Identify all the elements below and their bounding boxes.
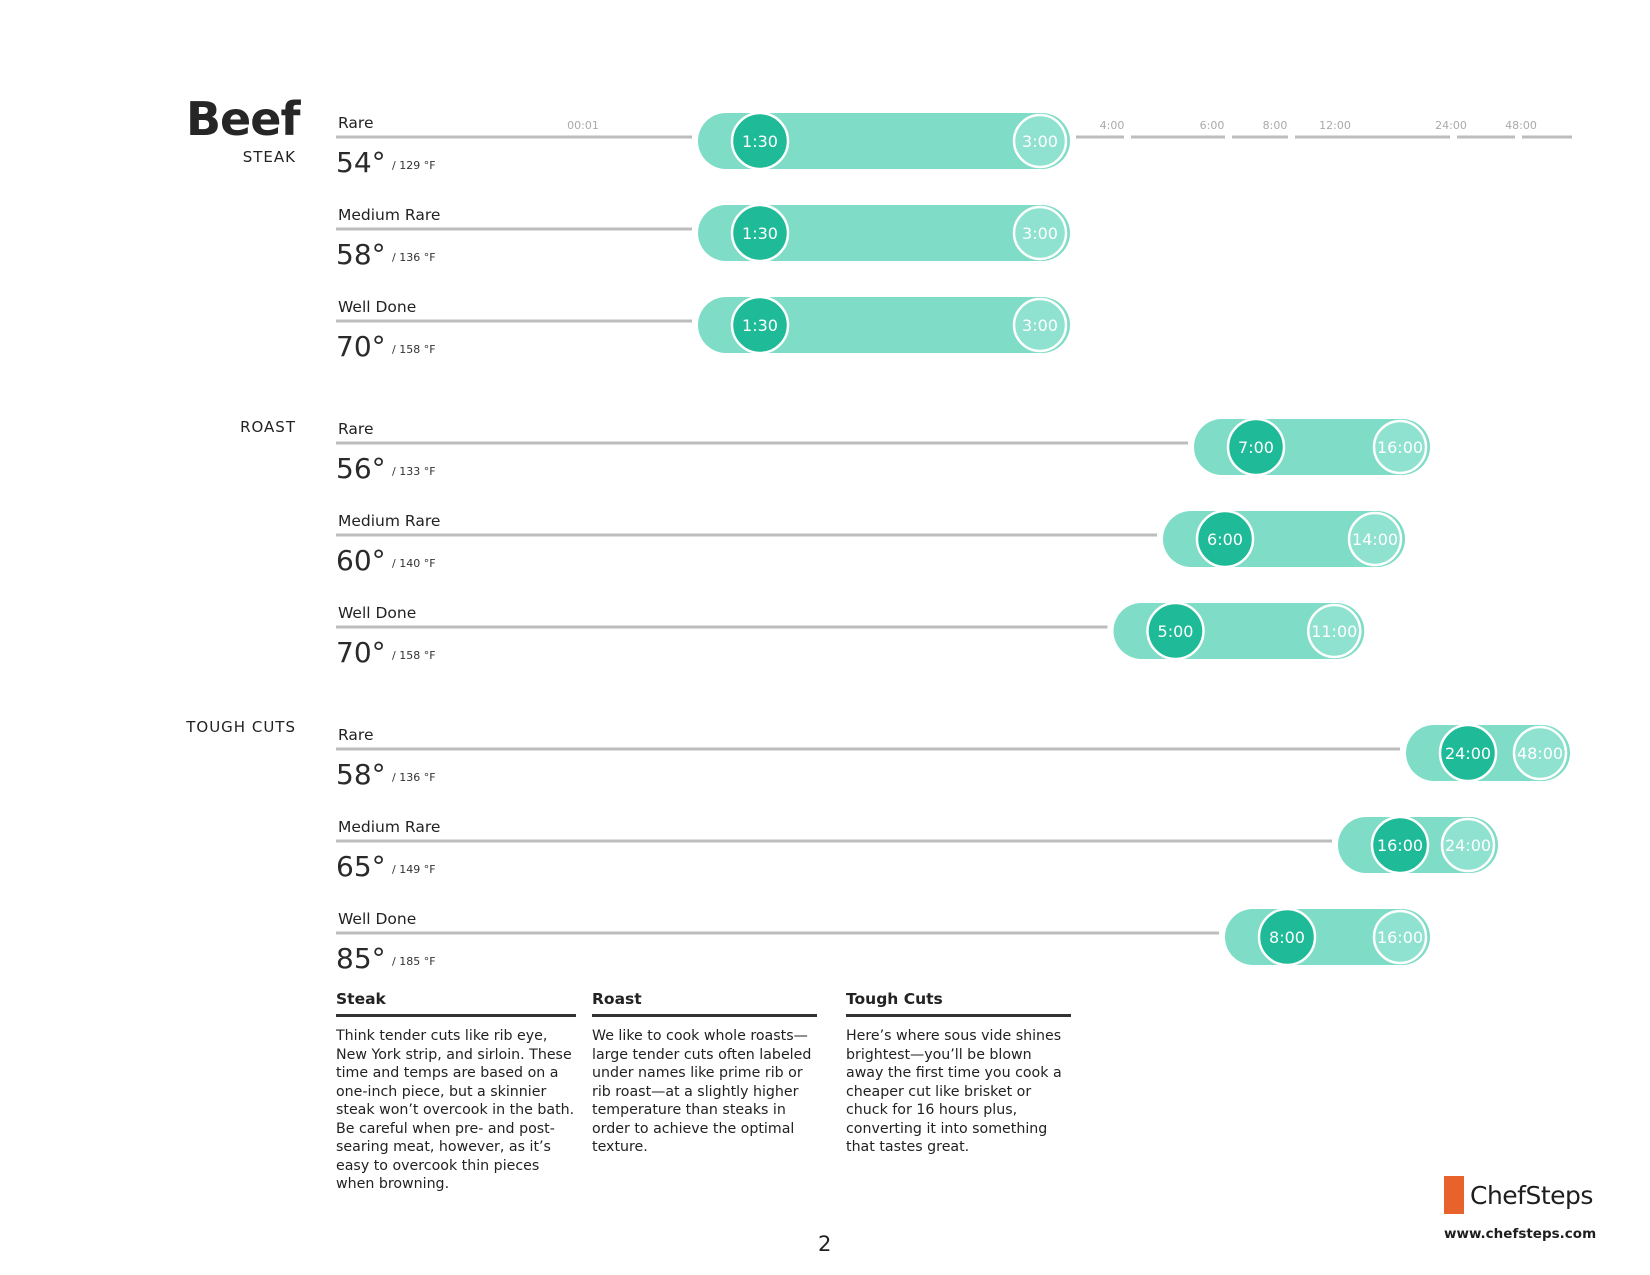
cooking-timeline-chart: Rare00:0100:304:006:008:0012:0024:0048:0…: [336, 111, 1572, 975]
min-time-label-steak-rare: 1:30: [742, 132, 778, 151]
time-range-bar-steak-medium-rare: [698, 205, 1070, 261]
doneness-label-steak-medium-rare: Medium Rare: [338, 206, 440, 224]
temp-celsius-tough-cuts-well-done: 85°: [336, 942, 386, 975]
temp-fahrenheit-roast-rare: / 133 °F: [392, 465, 436, 478]
chefsteps-logo: ChefSteps: [1444, 1176, 1593, 1214]
axis-tick-label: 6:00: [1200, 119, 1225, 132]
min-time-label-roast-rare: 7:00: [1238, 438, 1274, 457]
min-time-circle-roast-rare: [1226, 417, 1286, 477]
notes-steak-body: Think tender cuts like rib eye, New York…: [336, 1028, 575, 1192]
min-time-circle-tough-cuts-well-done: [1257, 907, 1317, 967]
max-time-label-steak-rare: 3:00: [1022, 132, 1058, 151]
max-time-circle-roast-well-done: [1307, 603, 1362, 659]
max-time-circle-roast-rare: [1372, 419, 1428, 475]
logo-mark-icon: [1444, 1176, 1464, 1214]
min-time-circle-roast-well-done: [1146, 601, 1205, 661]
notes-roast: Roast We like to cook whole roasts—large…: [592, 990, 817, 1157]
notes-roast-heading: Roast: [592, 990, 817, 1017]
notes-steak: Steak Think tender cuts like rib eye, Ne…: [336, 990, 576, 1194]
page-title: Beef: [186, 92, 300, 146]
min-time-label-roast-medium-rare: 6:00: [1207, 530, 1243, 549]
section-label-roast: ROAST: [240, 418, 296, 436]
max-time-label-steak-well-done: 3:00: [1022, 316, 1058, 335]
time-range-bar-steak-well-done: [698, 297, 1070, 353]
temp-celsius-tough-cuts-rare: 58°: [336, 758, 386, 791]
axis-tick-label: 12:00: [1319, 119, 1351, 132]
temp-celsius-steak-well-done: 70°: [336, 330, 386, 363]
logo-wordmark: ChefSteps: [1470, 1180, 1593, 1210]
max-time-label-tough-cuts-well-done: 16:00: [1377, 928, 1423, 947]
temp-fahrenheit-steak-rare: / 129 °F: [392, 159, 436, 172]
doneness-label-tough-cuts-medium-rare: Medium Rare: [338, 818, 440, 836]
doneness-label-roast-well-done: Well Done: [338, 604, 416, 622]
doneness-label-steak-rare: Rare: [338, 114, 374, 132]
min-time-label-tough-cuts-well-done: 8:00: [1269, 928, 1305, 947]
doneness-label-steak-well-done: Well Done: [338, 298, 416, 316]
axis-tick-label: 48:00: [1505, 119, 1537, 132]
temp-fahrenheit-tough-cuts-medium-rare: / 149 °F: [392, 863, 436, 876]
max-time-label-tough-cuts-rare: 48:00: [1517, 744, 1563, 763]
doneness-label-tough-cuts-rare: Rare: [338, 726, 374, 744]
max-time-label-tough-cuts-medium-rare: 24:00: [1445, 836, 1491, 855]
axis-tick-label: 4:00: [1100, 119, 1125, 132]
temp-celsius-tough-cuts-medium-rare: 65°: [336, 850, 386, 883]
max-time-label-roast-rare: 16:00: [1377, 438, 1423, 457]
max-time-circle-steak-medium-rare: [1012, 205, 1068, 261]
axis-tick-label: 8:00: [1263, 119, 1288, 132]
min-time-label-steak-well-done: 1:30: [742, 316, 778, 335]
doneness-label-roast-rare: Rare: [338, 420, 374, 438]
min-time-label-tough-cuts-medium-rare: 16:00: [1377, 836, 1423, 855]
min-time-label-roast-well-done: 5:00: [1158, 622, 1194, 641]
min-time-circle-tough-cuts-medium-rare: [1370, 815, 1430, 875]
min-time-circle-steak-medium-rare: [730, 203, 790, 263]
max-time-label-roast-well-done: 11:00: [1311, 622, 1357, 641]
min-time-circle-roast-medium-rare: [1195, 509, 1255, 569]
temp-celsius-roast-well-done: 70°: [336, 636, 386, 669]
section-label-tough-cuts: TOUGH CUTS: [186, 718, 296, 736]
max-time-label-roast-medium-rare: 14:00: [1352, 530, 1398, 549]
temp-fahrenheit-steak-well-done: / 158 °F: [392, 343, 436, 356]
temp-celsius-steak-medium-rare: 58°: [336, 238, 386, 271]
temp-fahrenheit-tough-cuts-well-done: / 185 °F: [392, 955, 436, 968]
temp-fahrenheit-tough-cuts-rare: / 136 °F: [392, 771, 436, 784]
min-time-circle-tough-cuts-rare: [1438, 723, 1498, 783]
min-time-label-tough-cuts-rare: 24:00: [1445, 744, 1491, 763]
max-time-circle-tough-cuts-well-done: [1372, 909, 1428, 965]
max-time-circle-steak-rare: [1012, 113, 1068, 169]
notes-tough-cuts-body: Here’s where sous vide shines brightest—…: [846, 1028, 1062, 1155]
axis-tick-label: 24:00: [1435, 119, 1467, 132]
max-time-label-steak-medium-rare: 3:00: [1022, 224, 1058, 243]
doneness-label-tough-cuts-well-done: Well Done: [338, 910, 416, 928]
temp-fahrenheit-steak-medium-rare: / 136 °F: [392, 251, 436, 264]
notes-tough-cuts-heading: Tough Cuts: [846, 990, 1071, 1017]
min-time-circle-steak-rare: [730, 111, 790, 171]
brand-url: www.chefsteps.com: [1444, 1226, 1597, 1242]
max-time-circle-tough-cuts-rare: [1512, 725, 1568, 781]
temp-celsius-roast-medium-rare: 60°: [336, 544, 386, 577]
page-number: 2: [818, 1232, 832, 1256]
temp-celsius-roast-rare: 56°: [336, 452, 386, 485]
temp-fahrenheit-roast-well-done: / 158 °F: [392, 649, 436, 662]
section-label-steak: STEAK: [242, 148, 296, 166]
notes-tough-cuts: Tough Cuts Here’s where sous vide shines…: [846, 990, 1071, 1157]
notes-steak-heading: Steak: [336, 990, 576, 1017]
max-time-circle-tough-cuts-medium-rare: [1440, 817, 1496, 873]
temp-celsius-steak-rare: 54°: [336, 146, 386, 179]
temp-fahrenheit-roast-medium-rare: / 140 °F: [392, 557, 436, 570]
max-time-circle-roast-medium-rare: [1347, 511, 1403, 567]
min-time-label-steak-medium-rare: 1:30: [742, 224, 778, 243]
time-range-bar-steak-rare: [698, 113, 1070, 169]
notes-roast-body: We like to cook whole roasts—large tende…: [592, 1028, 812, 1155]
min-time-circle-steak-well-done: [730, 295, 790, 355]
axis-tick-label: 00:01: [567, 119, 599, 132]
max-time-circle-steak-well-done: [1012, 297, 1068, 353]
doneness-label-roast-medium-rare: Medium Rare: [338, 512, 440, 530]
